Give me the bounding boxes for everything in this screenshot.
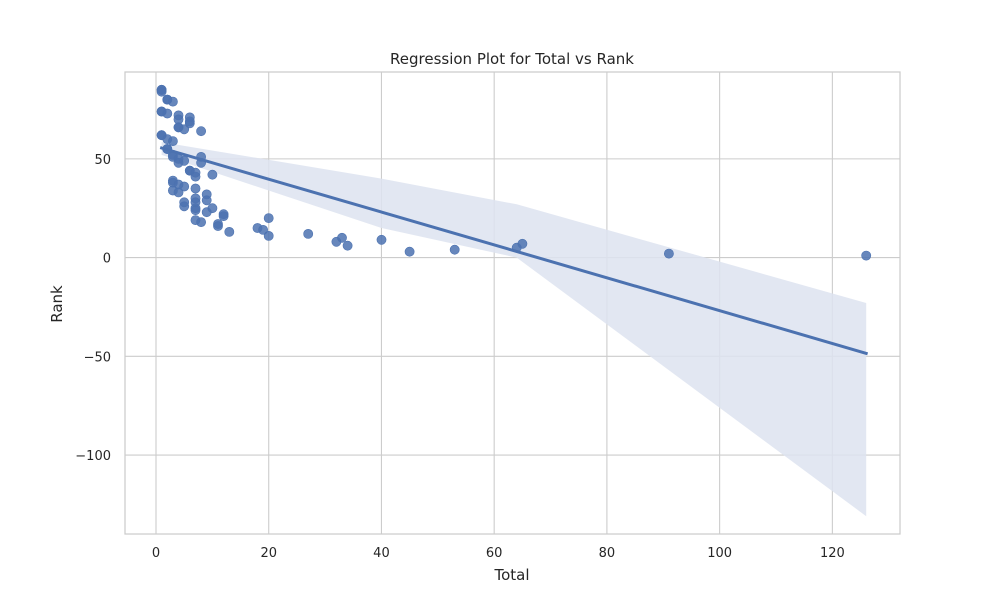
data-point xyxy=(179,124,190,135)
y-tick-label: −50 xyxy=(84,350,111,365)
x-tick-label: 100 xyxy=(707,546,732,561)
chart-title: Regression Plot for Total vs Rank xyxy=(390,50,634,68)
data-point xyxy=(179,181,190,192)
data-point xyxy=(190,183,201,194)
y-tick-label: −100 xyxy=(75,449,111,464)
x-tick-label: 120 xyxy=(820,546,845,561)
x-axis-title: Total xyxy=(493,566,529,584)
data-point xyxy=(167,136,178,146)
y-axis-title: Rank xyxy=(48,285,66,323)
x-tick-label: 80 xyxy=(599,546,616,561)
data-point xyxy=(258,224,268,235)
data-point xyxy=(179,155,190,166)
y-tick-labels: 50 0 −50 −100 xyxy=(75,153,111,464)
y-tick-label: 0 xyxy=(103,252,111,267)
data-point xyxy=(207,169,218,180)
x-tick-labels: 0 20 40 60 80 100 120 xyxy=(152,546,845,561)
data-point xyxy=(190,205,201,216)
data-point xyxy=(861,250,872,261)
data-point xyxy=(213,221,223,231)
data-point xyxy=(303,228,314,239)
data-point xyxy=(179,201,190,212)
confidence-band xyxy=(161,142,867,517)
x-tick-label: 20 xyxy=(260,546,277,561)
data-point xyxy=(196,126,206,137)
data-point xyxy=(263,230,274,241)
data-point xyxy=(196,217,206,227)
data-point xyxy=(517,238,528,249)
data-point xyxy=(167,96,178,107)
data-point xyxy=(449,244,460,255)
data-point xyxy=(664,248,674,259)
plot-frame xyxy=(124,71,901,535)
x-tick-label: 40 xyxy=(373,546,390,561)
data-point xyxy=(207,203,218,214)
data-point xyxy=(263,213,274,223)
y-tick-label: 50 xyxy=(94,153,111,168)
data-point xyxy=(342,240,353,251)
data-point xyxy=(184,116,195,127)
data-point xyxy=(167,185,178,196)
data-point xyxy=(162,108,173,119)
data-point xyxy=(190,171,201,182)
regression-line xyxy=(159,146,869,356)
data-point xyxy=(337,232,347,243)
x-tick-label: 0 xyxy=(152,546,160,561)
data-point xyxy=(224,226,235,237)
data-point xyxy=(156,84,167,95)
data-point xyxy=(201,195,212,206)
x-tick-label: 60 xyxy=(486,546,503,561)
data-point xyxy=(404,246,415,257)
data-point xyxy=(376,234,387,245)
data-point xyxy=(218,211,229,221)
scatter-points xyxy=(156,84,872,261)
